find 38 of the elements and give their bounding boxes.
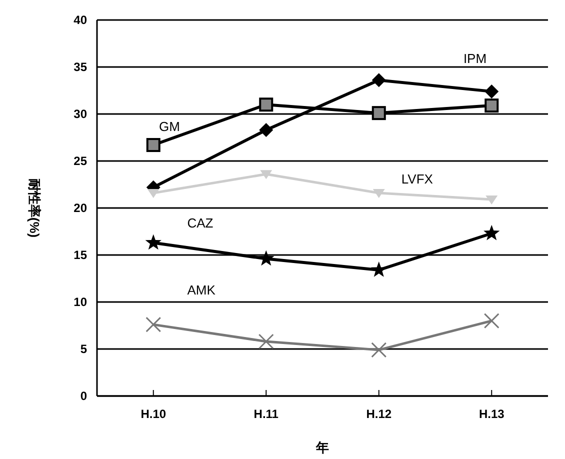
point xyxy=(371,342,387,358)
point xyxy=(260,170,272,180)
point xyxy=(372,188,385,198)
y-tick-label: 25 xyxy=(74,154,88,168)
point xyxy=(484,84,499,98)
y-tick-label: 10 xyxy=(74,295,88,309)
point xyxy=(259,98,274,112)
point xyxy=(145,234,162,250)
point xyxy=(258,250,274,266)
y-tick-label: 30 xyxy=(74,107,88,121)
point xyxy=(484,224,500,240)
point xyxy=(259,122,274,137)
y-axis-title: 耐性率(%) xyxy=(27,178,42,238)
text: AMK xyxy=(187,282,216,298)
series-label: IPM xyxy=(463,51,487,66)
y-tick-label: 20 xyxy=(74,201,88,215)
point xyxy=(147,188,160,198)
point xyxy=(146,138,160,152)
point xyxy=(486,196,498,205)
point xyxy=(484,98,499,113)
y-tick-label: 5 xyxy=(80,342,88,356)
point xyxy=(484,313,500,329)
series-label: LVFX xyxy=(401,172,434,187)
point xyxy=(146,316,162,332)
x-tick-label: H.10 xyxy=(140,407,166,421)
x-tick-label: H.11 xyxy=(254,407,279,421)
point xyxy=(258,334,274,350)
series-label: GM xyxy=(159,118,180,134)
y-tick-label: 15 xyxy=(74,248,88,262)
point xyxy=(372,106,386,120)
y-tick-label: 0 xyxy=(80,389,88,403)
point xyxy=(372,73,386,88)
x-tick-label: H.12 xyxy=(366,407,392,421)
y-tick-label: 35 xyxy=(74,60,88,74)
x-tick-label: H.13 xyxy=(478,407,505,421)
y-tick-label: 40 xyxy=(74,13,88,27)
x-axis-title: 年 xyxy=(315,440,329,455)
series-label: CAZ xyxy=(187,216,214,231)
